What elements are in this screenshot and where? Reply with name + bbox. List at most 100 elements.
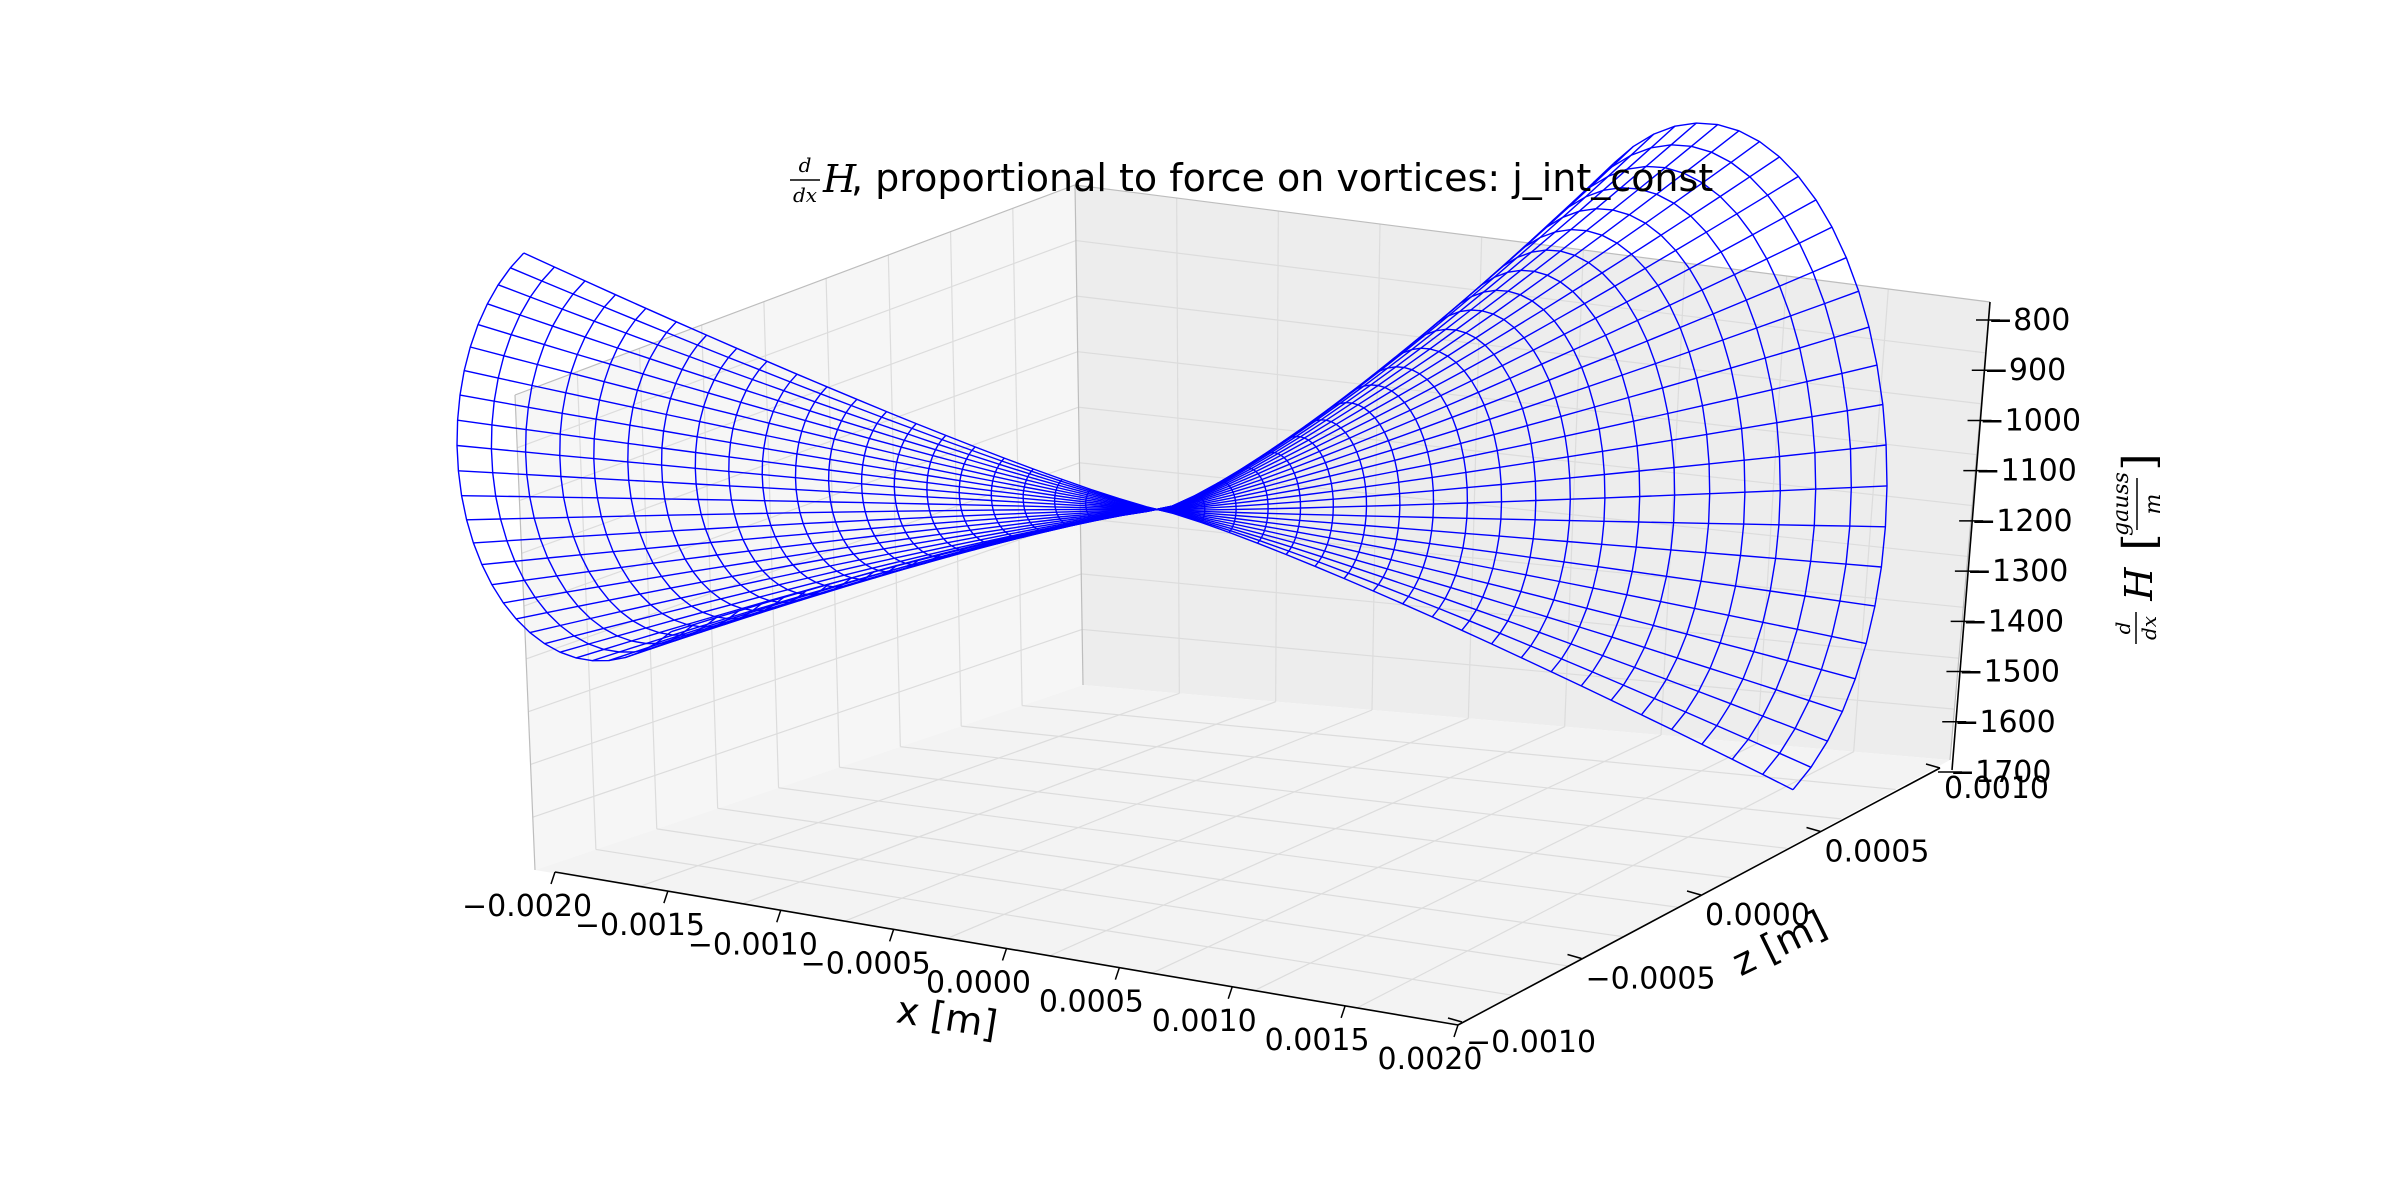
wireframe-line (456, 252, 672, 662)
pane-gridline (656, 828, 1569, 967)
value-tick-label: −1400 (1963, 604, 2064, 639)
wireframe-line (1258, 451, 1302, 555)
pane-gridline (1048, 726, 1565, 957)
z-tick-label: −0.0005 (1586, 962, 1716, 997)
z-tick-mark (1567, 953, 1582, 960)
value-tick-label: −1500 (1958, 655, 2059, 690)
x-tick-label: −0.0005 (801, 946, 931, 981)
svg-text:dx: dx (2137, 616, 2161, 640)
pane-gridline (1151, 734, 1662, 974)
x-tick-label: 0.0010 (1152, 1004, 1257, 1039)
x-tick-mark (888, 929, 895, 942)
z-axis-line (1457, 767, 1941, 1026)
pane-gridline (1077, 351, 1977, 456)
pane-gridline (1254, 742, 1758, 992)
pane-gridline (637, 692, 1180, 888)
pane-gridline (530, 573, 1082, 766)
value-axis-ticks: −800 −900 −1000 −1100 −1200 −1300 −1400 −1500 −1… (1938, 303, 2081, 790)
pane-gridline (1176, 197, 1180, 694)
pane-gridline (517, 239, 1077, 449)
wireframe-line (1551, 186, 1782, 745)
wireframe-line (524, 280, 717, 645)
value-axis-line (1951, 301, 1991, 771)
pane-gridline (949, 231, 962, 727)
wireframe-line (1406, 328, 1537, 645)
wireframe-line (860, 411, 943, 566)
wireframe-line (523, 252, 1794, 791)
pane-gridline (763, 301, 780, 788)
svg-text:H: H (2117, 567, 2161, 602)
x-tick-mark (1340, 1005, 1346, 1019)
pane-gridline (1356, 751, 1854, 1009)
pane-gridline (778, 787, 1678, 908)
value-tick-label: −900 (1984, 353, 2066, 388)
wireframe-line (1572, 165, 1817, 760)
pane-gridline (843, 709, 1373, 923)
x-tick-mark (776, 910, 782, 923)
x-tick-mark (1453, 1024, 1459, 1038)
wireframe-line (1364, 366, 1469, 618)
pane-gridline (1081, 573, 1959, 659)
wireframe-line (1448, 289, 1606, 673)
pane-gridline (839, 766, 1733, 879)
wireframe-line (1279, 435, 1335, 567)
z-tick-mark (1806, 826, 1821, 833)
back-left-pane (515, 185, 1083, 870)
axes-panes (514, 184, 1991, 1025)
x-tick-mark (1001, 948, 1008, 961)
svg-text:[: [ (2114, 533, 2165, 550)
z-tick-mark (1447, 1017, 1463, 1023)
value-tick-label: −1700 (1950, 755, 2051, 790)
floor-pane (535, 685, 1950, 1025)
wireframe-line (1613, 122, 1888, 791)
pane-gridline (717, 807, 1624, 938)
pane-gridline (1022, 704, 1896, 791)
z-tick-mark (1686, 890, 1702, 896)
pane-gridline (1467, 236, 1483, 719)
pane-gridline (1076, 295, 1982, 405)
pane-gridline (1275, 210, 1279, 702)
x-tick-label: 0.0005 (1039, 985, 1144, 1020)
z-tick-label: 0.0000 (1705, 898, 1810, 933)
svg-text:gauss: gauss (2109, 472, 2134, 536)
z-tick-label: −0.0010 (1466, 1025, 1596, 1060)
pane-gridline (945, 717, 1469, 940)
pane-gridline (1080, 517, 1964, 608)
value-tick-label: −1100 (1975, 454, 2076, 489)
wireframe-line (1385, 347, 1503, 631)
pane-gridline (1853, 288, 1889, 752)
back-right-pane (1075, 185, 1990, 760)
value-tick-label: −1300 (1967, 554, 2068, 589)
value-tick-label: −1600 (1954, 705, 2055, 740)
svg-text:, proportional to force on vor: , proportional to force on vortices: j_i… (851, 156, 1713, 200)
wireframe-line (827, 398, 920, 573)
svg-text:H: H (822, 157, 857, 201)
wireframe-line (1489, 249, 1676, 701)
pane-gridline (595, 848, 1515, 997)
pane-gridline (887, 254, 901, 747)
z-tick-mark (1925, 763, 1941, 769)
x-tick-label: −0.0015 (575, 908, 705, 943)
pane-gridline (528, 517, 1081, 713)
wireframe-line (1531, 207, 1746, 730)
x-tick-label: −0.0010 (688, 927, 818, 962)
pane-gridline (900, 746, 1787, 849)
x-tick-label: 0.0000 (926, 966, 1031, 1001)
x-tick-label: −0.0020 (462, 889, 592, 924)
pane-gridline (576, 371, 597, 850)
wireframe-line (1343, 384, 1435, 605)
svg-text:]: ] (2114, 453, 2165, 470)
svg-text:d: d (2111, 622, 2135, 635)
x-tick-mark (1227, 986, 1233, 999)
chart-title: d dx H , proportional to force on vortic… (790, 153, 1713, 207)
wireframe-surface (456, 122, 1888, 791)
pane-gridline (1660, 262, 1686, 736)
x-tick-label: 0.0015 (1265, 1023, 1370, 1058)
pane-gridline (521, 351, 1078, 554)
value-tick-label: −1200 (1971, 504, 2072, 539)
pane-gridline (1756, 275, 1788, 744)
pane-gridline (523, 406, 1079, 607)
pane-gridline (532, 628, 1083, 818)
pane-gridline (740, 701, 1276, 906)
